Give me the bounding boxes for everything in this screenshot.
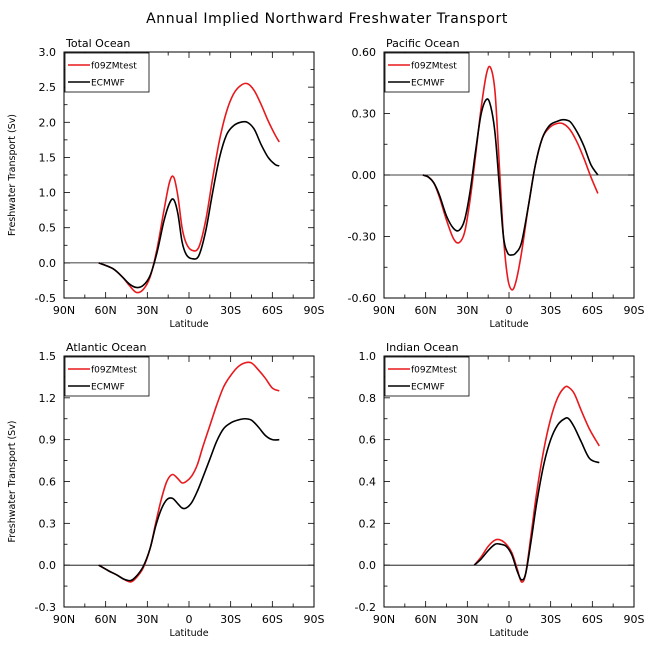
- series-line-f09zmtest: [422, 65, 599, 291]
- x-tick-label: 90S: [624, 613, 645, 626]
- x-tick-label: 30N: [136, 613, 158, 626]
- y-tick-label: 3.0: [39, 46, 57, 59]
- x-tick-label: 60S: [582, 304, 603, 317]
- y-tick-label: 1.5: [39, 350, 57, 363]
- legend-label: ECMWF: [91, 79, 125, 89]
- x-axis-label: Latitude: [489, 319, 528, 330]
- x-axis-label: Latitude: [489, 628, 528, 639]
- y-tick-label: 2.0: [39, 116, 57, 129]
- legend-box: [384, 52, 470, 93]
- x-tick-label: 60S: [262, 613, 283, 626]
- legend-label: ECMWF: [91, 383, 125, 393]
- y-tick-label: 0.0: [359, 559, 377, 572]
- panel-title: Atlantic Ocean: [66, 341, 147, 354]
- series-line-f09zmtest: [473, 385, 600, 583]
- y-tick-label: -0.60: [348, 292, 376, 305]
- y-tick-label: 2.5: [39, 81, 57, 94]
- legend-box: [64, 356, 150, 397]
- y-tick-label: 0.00: [352, 169, 377, 182]
- series-line-ecmwf: [98, 417, 280, 582]
- legend-label: f09ZMtest: [411, 62, 457, 72]
- x-tick-label: 90N: [53, 304, 75, 317]
- legend-label: ECMWF: [411, 383, 445, 393]
- x-tick-label: 0: [506, 304, 513, 317]
- x-tick-label: 90S: [624, 304, 645, 317]
- y-tick-label: 0.2: [359, 517, 377, 530]
- x-tick-label: 60N: [95, 613, 117, 626]
- legend-label: f09ZMtest: [411, 366, 457, 376]
- legend: f09ZMtest ECMWF: [384, 52, 470, 93]
- x-tick-label: 60N: [415, 613, 437, 626]
- x-tick-label: 0: [186, 304, 193, 317]
- panel-title: Indian Ocean: [386, 341, 459, 354]
- y-tick-label: 0.6: [359, 434, 377, 447]
- series-line-ecmwf: [473, 417, 600, 581]
- panel-title: Pacific Ocean: [386, 37, 460, 50]
- y-tick-label: 1.2: [39, 392, 57, 405]
- x-tick-label: 60S: [582, 613, 603, 626]
- y-tick-label: 1.0: [39, 187, 57, 200]
- x-axis-label: Latitude: [169, 628, 208, 639]
- x-tick-label: 30S: [220, 304, 241, 317]
- x-tick-label: 60N: [415, 304, 437, 317]
- y-tick-label: 0.8: [359, 392, 377, 405]
- y-tick-label: -0.5: [35, 292, 56, 305]
- x-axis-label: Latitude: [169, 319, 208, 330]
- legend: f09ZMtest ECMWF: [64, 356, 150, 397]
- y-tick-label: 0.5: [39, 222, 57, 235]
- y-tick-label: 1.0: [359, 350, 377, 363]
- x-tick-label: 90N: [373, 613, 395, 626]
- panel-pacific-ocean: 90N 60N 30N 0 30S 60S 90S -0.60 -0.30 0.00 0.30 0.6…: [348, 37, 645, 330]
- y-tick-label: 0.0: [39, 257, 57, 270]
- series-line-ecmwf: [98, 120, 280, 289]
- series-line-ecmwf: [422, 98, 599, 256]
- y-tick-label: 0.4: [359, 476, 377, 489]
- y-tick-label: 1.5: [39, 151, 57, 164]
- x-tick-label: 90N: [53, 613, 75, 626]
- legend-label: f09ZMtest: [91, 62, 137, 72]
- panel-indian-ocean: 90N 60N 30N 0 30S 60S 90S -0.2 0.0 0.2 0.4 0.6 0.8 1.…: [355, 341, 645, 639]
- x-tick-label: 90S: [304, 613, 325, 626]
- x-tick-label: 30N: [456, 304, 478, 317]
- series-line-f09zmtest: [98, 361, 280, 583]
- figure-title: Annual Implied Northward Freshwater Tran…: [146, 11, 508, 27]
- series-line-f09zmtest: [98, 82, 280, 294]
- y-axis-label: Freshwater Transport (Sv): [7, 114, 18, 236]
- y-tick-label: 0.3: [39, 517, 57, 530]
- x-tick-label: 30S: [220, 613, 241, 626]
- legend-label: f09ZMtest: [91, 366, 137, 376]
- legend: f09ZMtest ECMWF: [64, 52, 150, 93]
- x-tick-label: 60S: [262, 304, 283, 317]
- x-tick-label: 30S: [540, 304, 561, 317]
- y-tick-label: 0.60: [352, 46, 377, 59]
- y-tick-label: 0.0: [39, 559, 57, 572]
- chart-panels: 90N 60N 30N 0 30S 60S 90S -0.5 0.0 0.5 1.0 1.5 2.0 2.…: [7, 37, 645, 639]
- y-tick-label: 0.30: [352, 108, 377, 121]
- x-tick-label: 60N: [95, 304, 117, 317]
- x-tick-label: 30S: [540, 613, 561, 626]
- y-tick-label: -0.2: [355, 601, 376, 614]
- x-tick-label: 30N: [456, 613, 478, 626]
- x-tick-label: 30N: [136, 304, 158, 317]
- panel-atlantic-ocean: 90N 60N 30N 0 30S 60S 90S -0.3 0.0 0.3 0.6 0.9 1.2 1.…: [7, 341, 325, 639]
- panel-title: Total Ocean: [65, 37, 130, 50]
- legend: f09ZMtest ECMWF: [384, 356, 470, 397]
- y-tick-label: -0.3: [35, 601, 56, 614]
- y-tick-label: -0.30: [348, 231, 376, 244]
- x-tick-label: 0: [186, 613, 193, 626]
- y-tick-label: 0.6: [39, 476, 57, 489]
- x-tick-label: 0: [506, 613, 513, 626]
- panel-total-ocean: 90N 60N 30N 0 30S 60S 90S -0.5 0.0 0.5 1.0 1.5 2.0 2.…: [7, 37, 325, 330]
- y-tick-label: 0.9: [39, 434, 57, 447]
- y-axis-label: Freshwater Transport (Sv): [7, 420, 18, 542]
- legend-box: [64, 52, 150, 93]
- legend-box: [384, 356, 470, 397]
- legend-label: ECMWF: [411, 79, 445, 89]
- x-tick-label: 90S: [304, 304, 325, 317]
- x-tick-label: 90N: [373, 304, 395, 317]
